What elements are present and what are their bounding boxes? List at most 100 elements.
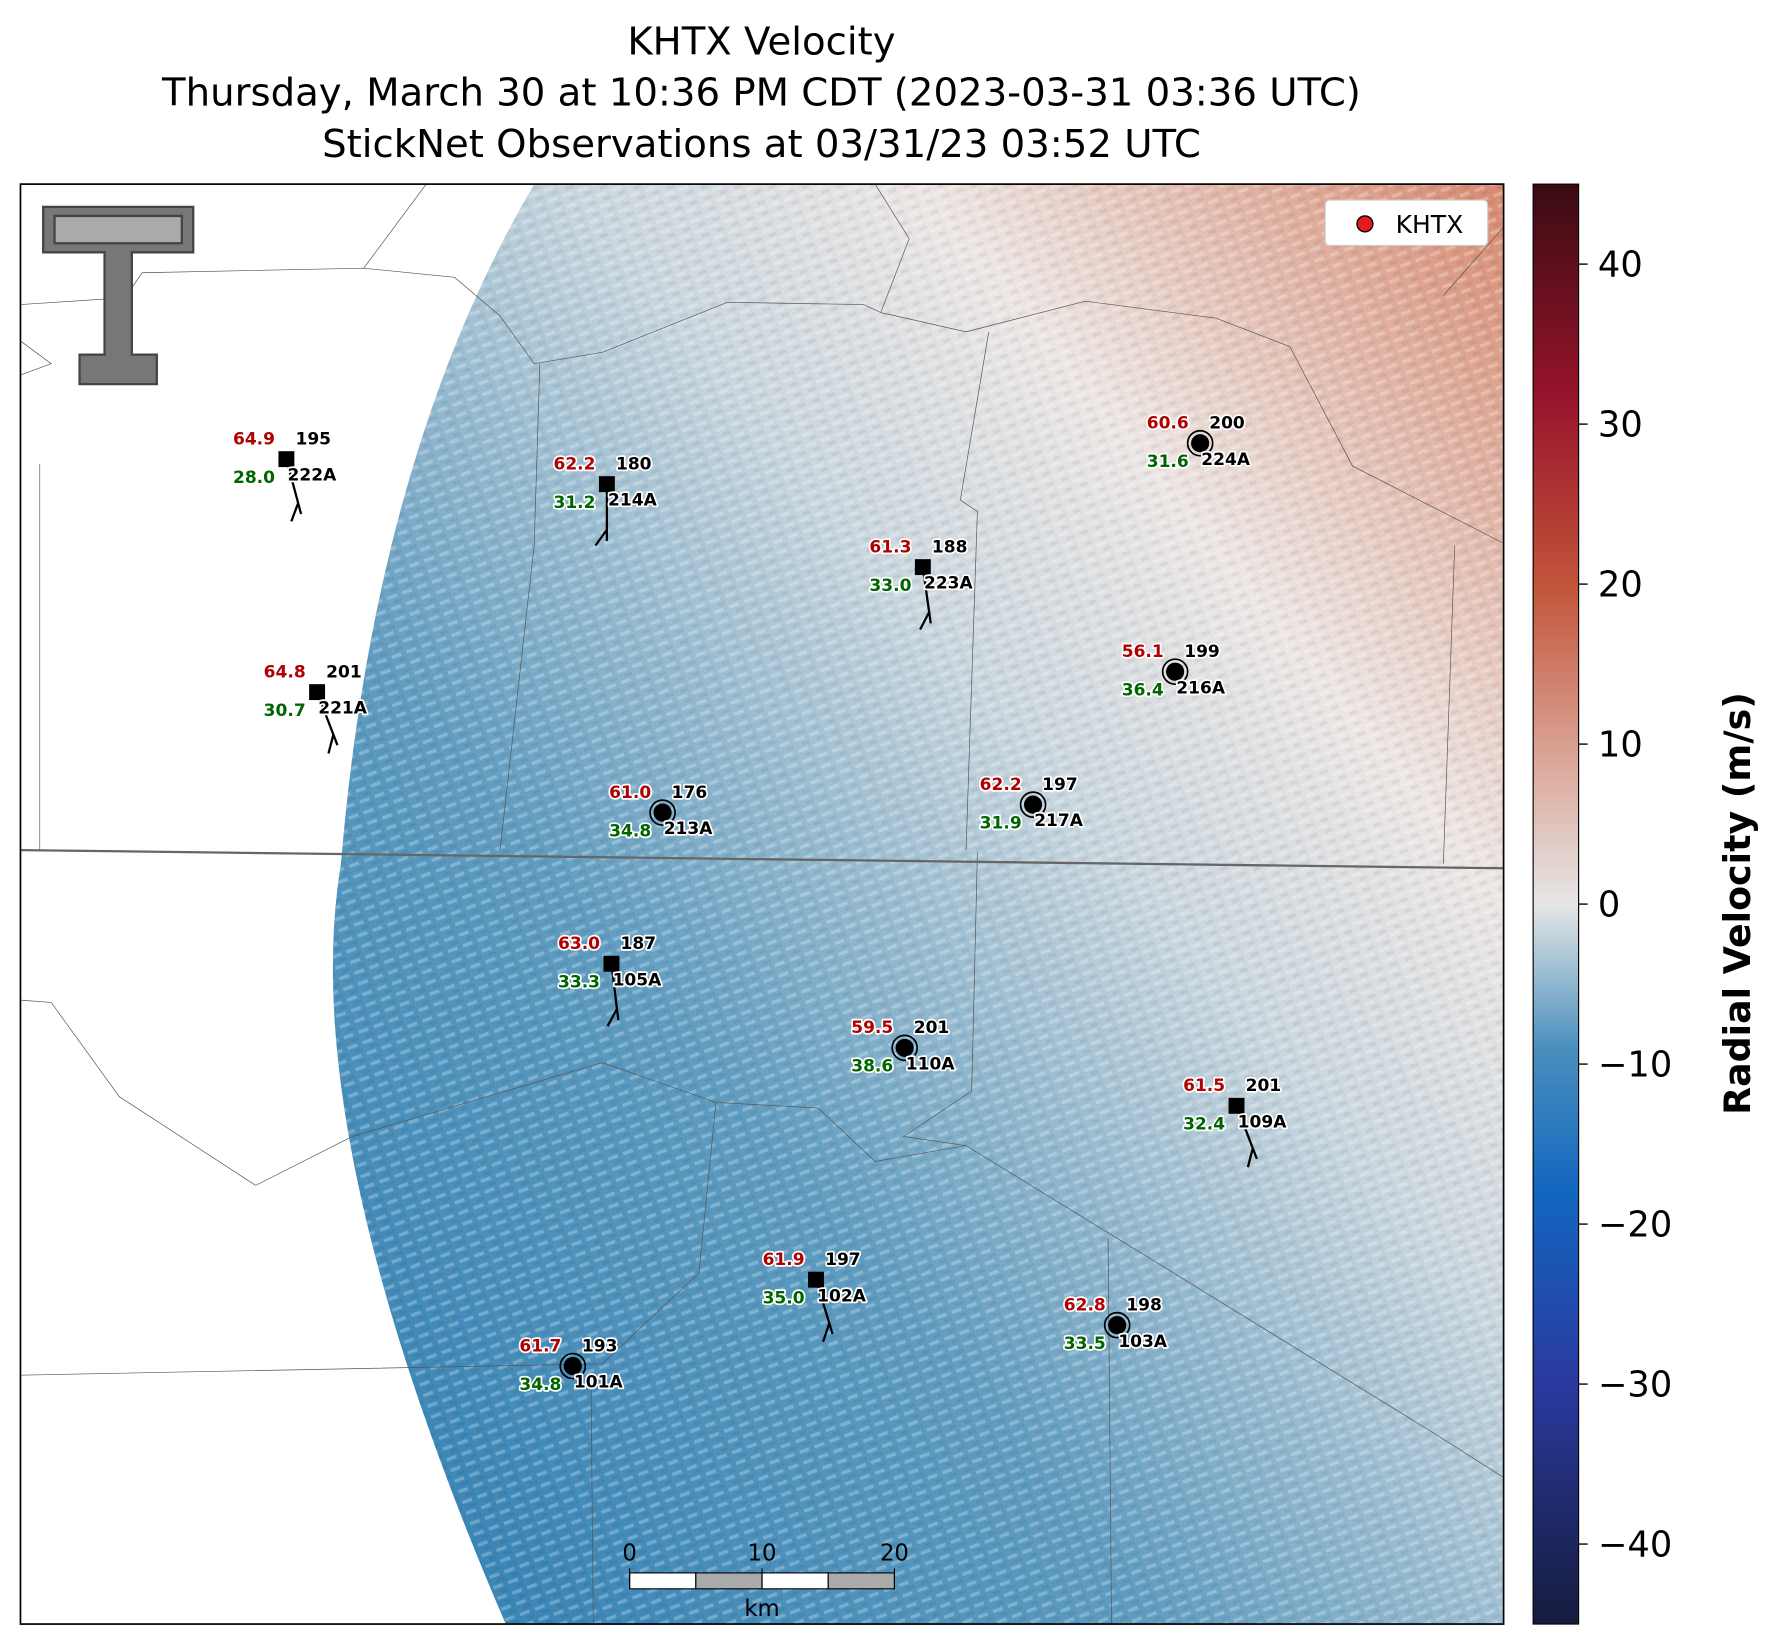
station-marker-core [1108, 1316, 1127, 1335]
temperature: 60.6 [1147, 413, 1189, 433]
station-marker [1103, 1311, 1131, 1339]
station-marker-core [1191, 434, 1210, 453]
station-id: 213A [664, 819, 714, 839]
wind-direction: 198 [1126, 1295, 1162, 1315]
legend-box [1324, 199, 1489, 247]
station: 64.8 201 30.7 221A [262, 661, 369, 754]
title-line: Thursday, March 30 at 10:36 PM CDT (2023… [161, 71, 1361, 116]
station-id: 222A [288, 466, 338, 486]
university-logo [42, 205, 195, 386]
station-id: 224A [1201, 450, 1251, 470]
wind-direction: 187 [621, 934, 657, 954]
scaled-root: KHTX Velocity Thursday, March 30 at 10:36… [19, 20, 1759, 1625]
colorbar-tick-label: 30 [1598, 405, 1643, 446]
wind-barb [606, 963, 620, 1027]
dewpoint: 35.0 [763, 1289, 805, 1309]
colorbar-tick-label: 20 [1598, 565, 1643, 606]
wind-barb [919, 566, 932, 630]
wind-direction: 201 [326, 662, 362, 682]
station-id: 216A [1176, 678, 1226, 698]
station-marker-core [653, 803, 672, 822]
temperature: 61.0 [609, 783, 651, 803]
legend-label: KHTX [1396, 210, 1464, 239]
county-lines [20, 184, 1504, 1625]
scale-bar-segment [695, 1572, 763, 1590]
station: 63.0 187 33.3 105A [556, 932, 664, 1027]
station: 64.9 195 28.0 222A [231, 428, 339, 522]
scale-bar-segment [629, 1572, 697, 1590]
station-marker [808, 1271, 824, 1288]
wind-barb [814, 1279, 834, 1343]
station: 62.2 180 31.2 214A [552, 453, 659, 547]
colorbar-ticks: −40 −30 −20 −10 0 10 20 30 40 [1578, 245, 1672, 1566]
scale-bar-label: 20 [880, 1540, 909, 1566]
station: 62.8 198 33.5 103A [1062, 1294, 1170, 1356]
temperature: 63.0 [558, 934, 600, 954]
station-id: 217A [1034, 811, 1084, 831]
station-id: 101A [574, 1373, 624, 1393]
wind-direction: 200 [1209, 413, 1245, 433]
dewpoint: 31.2 [553, 493, 595, 513]
colorbar-tick-label: 0 [1598, 885, 1620, 926]
wind-direction: 195 [295, 429, 331, 449]
wind-direction: 193 [582, 1336, 618, 1356]
wind-barb [285, 458, 303, 522]
dewpoint: 31.6 [1147, 452, 1189, 472]
colorbar-label: Radial Velocity (m/s) [1716, 692, 1759, 1115]
dewpoint: 36.4 [1122, 681, 1164, 701]
station-marker [1161, 658, 1189, 686]
scale-bar-segment [761, 1572, 829, 1590]
station-marker [891, 1034, 919, 1062]
stations: 64.9 195 28.0 222A 62.2 180 31.2 214A 61.3 188 33.… [231, 412, 1289, 1397]
station-marker-core [1166, 662, 1185, 681]
wind-direction: 197 [825, 1250, 861, 1270]
legend: KHTX [1324, 199, 1489, 247]
scale-bar-label: 0 [622, 1540, 636, 1566]
station-marker [1186, 429, 1214, 457]
temperature: 56.1 [1122, 642, 1164, 662]
station: 61.3 188 33.0 223A [868, 536, 975, 630]
station: 56.1 199 36.4 216A [1120, 640, 1228, 702]
station: 61.0 176 34.8 213A [607, 781, 715, 843]
station: 59.5 201 38.6 110A [850, 1016, 958, 1078]
dewpoint: 33.3 [558, 973, 600, 993]
station-marker [278, 451, 295, 468]
station-id: 109A [1238, 1112, 1288, 1132]
temperature: 62.8 [1064, 1295, 1106, 1315]
station-marker-core [895, 1038, 914, 1057]
wind-direction: 201 [914, 1018, 950, 1038]
wind-direction: 176 [672, 783, 708, 803]
station-marker [914, 559, 931, 576]
dewpoint: 38.6 [851, 1057, 893, 1077]
colorbar-tick-label: 40 [1598, 245, 1643, 286]
dewpoint: 28.0 [233, 468, 275, 488]
station-id: 214A [608, 491, 658, 511]
station-marker [1228, 1097, 1245, 1114]
station: 62.2 197 31.9 217A [978, 773, 1086, 835]
station-marker [309, 684, 326, 701]
wind-direction: 188 [932, 537, 968, 557]
wind-barb [594, 484, 609, 547]
title-line: StickNet Observations at 03/31/23 03:52 … [322, 122, 1201, 167]
map-frame [19, 183, 1505, 1625]
wind-barb [1235, 1105, 1258, 1168]
dewpoint: 32.4 [1183, 1115, 1225, 1135]
station-id: 223A [924, 574, 974, 594]
scale-bar-label: 10 [748, 1540, 777, 1566]
station-id: 105A [613, 970, 663, 990]
legend-marker [1356, 215, 1374, 233]
temperature: 64.8 [264, 662, 306, 682]
station-id: 103A [1118, 1332, 1168, 1352]
temperature: 61.9 [763, 1250, 805, 1270]
station-id: 102A [817, 1286, 867, 1306]
dewpoint: 31.9 [980, 814, 1022, 834]
title: KHTX Velocity Thursday, March 30 at 10:36… [161, 20, 1361, 167]
temperature: 61.7 [519, 1336, 561, 1356]
temperature: 59.5 [851, 1018, 893, 1038]
wind-barb [316, 691, 339, 754]
colorbar-tick-label: −20 [1598, 1205, 1672, 1246]
wind-direction: 180 [616, 454, 652, 474]
temperature: 64.9 [233, 429, 275, 449]
station-marker [598, 476, 615, 493]
state-line [20, 848, 1504, 870]
